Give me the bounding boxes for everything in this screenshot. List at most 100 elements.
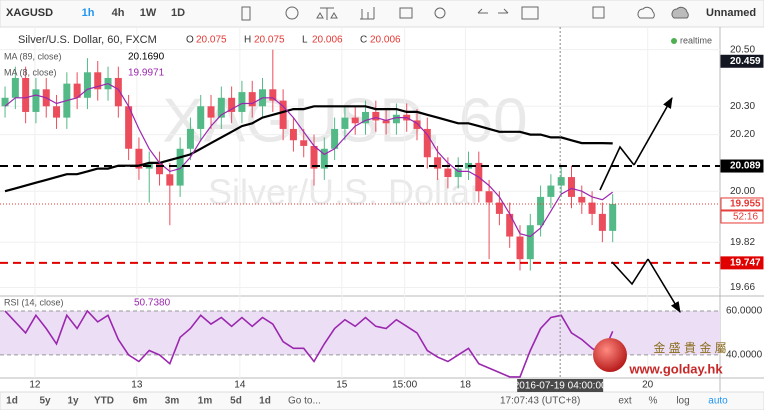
clock: 17:07:43 (UTC+8) [500, 396, 580, 407]
indicator-value: 19.9971 [128, 68, 165, 79]
indicator-name: MA (8, close) [4, 67, 57, 77]
price-label-box [720, 197, 764, 211]
candle-body [516, 236, 524, 260]
candle-body [392, 114, 400, 124]
countdown-box [720, 210, 764, 224]
range-button[interactable]: YTD [94, 396, 114, 407]
ohlc-label: L [302, 35, 308, 46]
candle-body [289, 128, 297, 141]
candle-body [423, 128, 431, 158]
range-button[interactable]: 1d [259, 396, 271, 407]
price-label: 20.459 [730, 56, 761, 67]
candle-body [300, 140, 308, 146]
candle-body [526, 225, 534, 260]
layout-name[interactable]: Unnamed [706, 7, 756, 19]
ohlc-value: 20.006 [370, 35, 401, 46]
candle-body [207, 106, 215, 118]
candle-body [269, 89, 277, 101]
candle-body [578, 196, 586, 203]
bottom-bar [0, 391, 764, 410]
scale-option[interactable]: % [649, 396, 658, 407]
logo-emblem [593, 338, 627, 372]
candle-body [73, 83, 81, 98]
realtime-label: realtime [680, 35, 712, 45]
scale-option[interactable]: log [676, 396, 689, 407]
candle-body [454, 168, 462, 178]
candle-body [228, 97, 236, 112]
y-tick-label: 19.66 [730, 282, 755, 293]
realtime-dot [671, 38, 677, 44]
candle-body [362, 111, 370, 124]
crosshair-label: 2016-07-19 04:00:00 [514, 381, 607, 392]
candle-body [382, 120, 390, 124]
candle-body [156, 162, 164, 175]
candle-body [114, 77, 122, 107]
y-tick-label: 20.50 [730, 44, 755, 55]
y-tick-label: 20.00 [730, 186, 755, 197]
candle-body [341, 117, 349, 129]
chart-title: Silver/U.S. Dollar, 60, FXCM [18, 34, 157, 46]
candle-body [238, 92, 246, 112]
ohlc-value: 20.075 [254, 35, 285, 46]
candle-body [197, 106, 205, 129]
price-label: 20.089 [730, 161, 761, 172]
candle-body [413, 120, 421, 129]
scale-option[interactable]: ext [618, 396, 632, 407]
goto-button[interactable]: Go to... [288, 396, 321, 407]
candle-body [567, 177, 575, 197]
countdown: 52:16 [733, 212, 758, 223]
candle-body [331, 128, 339, 149]
ohlc-value: 20.075 [196, 35, 227, 46]
price-label: 19.747 [730, 258, 761, 269]
toolbar [0, 0, 764, 28]
arrow [647, 258, 681, 313]
candle-body [598, 213, 606, 231]
candle-body [434, 157, 442, 169]
y-tick-label: 20.30 [730, 101, 755, 112]
interval-button[interactable]: 1h [82, 7, 95, 19]
candle-body [372, 111, 380, 121]
candle-body [135, 148, 143, 169]
y-tick-label: 19.82 [730, 237, 755, 248]
candle-body [166, 174, 174, 186]
ohlc-value: 20.006 [312, 35, 343, 46]
price-label: 19.955 [730, 199, 761, 210]
interval-button[interactable]: 1D [171, 7, 185, 19]
range-button[interactable]: 5y [39, 396, 51, 407]
interval-button[interactable]: 1W [140, 7, 157, 19]
ohlc-label: H [244, 35, 251, 46]
crosshair-label-box [517, 379, 604, 392]
range-button[interactable]: 6m [133, 396, 148, 407]
candle-body [557, 177, 565, 186]
range-button[interactable]: 3m [165, 396, 180, 407]
price-label-box [720, 256, 764, 270]
x-tick-label: 12 [29, 380, 41, 391]
x-tick-label: 15:00 [392, 380, 417, 391]
symbol[interactable]: XAGUSD [6, 7, 53, 19]
candle-body [125, 106, 133, 149]
logo: 金 盛 貴 金 屬 www.golday.hk [593, 338, 727, 376]
drawn-arrows [599, 97, 681, 313]
arrow [633, 97, 673, 166]
moving-average [4, 82, 614, 238]
ohlc-label: O [186, 35, 194, 46]
candle-body [320, 148, 328, 169]
candle-body [248, 92, 256, 107]
toolbar-icons[interactable] [241, 6, 689, 21]
rsi-line [4, 309, 614, 378]
range-button[interactable]: 1d [6, 396, 18, 407]
range-button[interactable]: 1y [67, 396, 79, 407]
price-label-box [720, 159, 764, 173]
range-button[interactable]: 1m [198, 396, 213, 407]
arrow-path [611, 258, 649, 286]
candle-body [53, 106, 61, 118]
moving-average [4, 105, 613, 193]
ohlc-label: C [360, 35, 367, 46]
candle-body [444, 168, 452, 178]
range-button[interactable]: 5d [230, 396, 242, 407]
interval-button[interactable]: 4h [112, 7, 125, 19]
x-tick-label: 14 [234, 380, 246, 391]
candle-body [176, 148, 184, 186]
scale-option[interactable]: auto [708, 396, 728, 407]
